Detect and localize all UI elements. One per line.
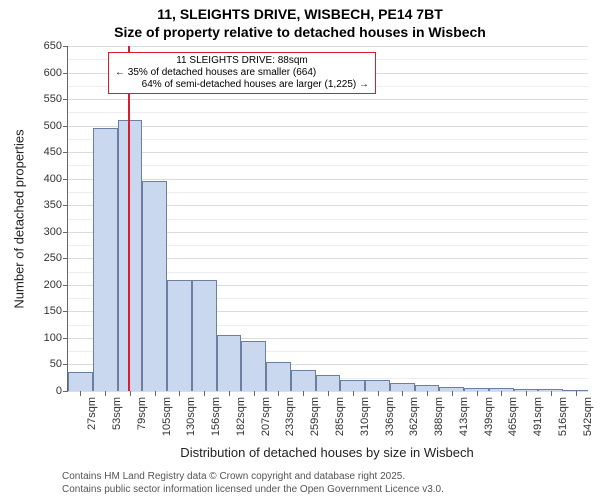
plot-area: 0501001502002503003504004505005506006502… (67, 46, 588, 392)
gridline-h-minor (68, 112, 588, 113)
xtick-label: 465sqm (505, 397, 519, 436)
ytick-label: 650 (44, 40, 68, 52)
histogram-bar (365, 380, 390, 391)
xtick-label: 362sqm (406, 397, 420, 436)
histogram-bar (241, 341, 266, 391)
xtick-mark (328, 391, 329, 396)
xtick-mark (402, 391, 403, 396)
histogram-bar (291, 370, 316, 391)
ytick-label: 250 (44, 252, 68, 264)
chart-title: 11, SLEIGHTS DRIVE, WISBECH, PE14 7BT Si… (0, 6, 600, 41)
histogram-bar (167, 280, 192, 391)
attribution-line1: Contains HM Land Registry data © Crown c… (62, 471, 444, 484)
y-axis-label: Number of detached properties (12, 129, 27, 308)
chart-title-line1: 11, SLEIGHTS DRIVE, WISBECH, PE14 7BT (0, 6, 600, 24)
xtick-label: 491sqm (530, 397, 544, 436)
xtick-label: 516sqm (555, 397, 569, 436)
annotation-title: 11 SLEIGHTS DRIVE: 88sqm (115, 55, 369, 67)
gridline-h (68, 126, 588, 127)
xtick-mark (551, 391, 552, 396)
xtick-label: 413sqm (456, 397, 470, 436)
annotation-line-larger: 64% of semi-detached houses are larger (… (115, 79, 369, 91)
gridline-h-minor (68, 139, 588, 140)
xtick-mark (105, 391, 106, 396)
ytick-label: 50 (50, 358, 68, 370)
xtick-label: 156sqm (208, 397, 222, 436)
ytick-label: 400 (44, 173, 68, 185)
xtick-label: 79sqm (134, 397, 148, 430)
ytick-label: 0 (56, 385, 68, 397)
xtick-label: 233sqm (282, 397, 296, 436)
ytick-label: 450 (44, 146, 68, 158)
subject-marker-line (128, 46, 130, 391)
xtick-mark (526, 391, 527, 396)
xtick-mark (278, 391, 279, 396)
ytick-label: 150 (44, 305, 68, 317)
xtick-mark (452, 391, 453, 396)
xtick-mark (155, 391, 156, 396)
ytick-label: 600 (44, 67, 68, 79)
xtick-mark (204, 391, 205, 396)
ytick-label: 300 (44, 226, 68, 238)
histogram-bar (68, 372, 93, 391)
xtick-mark (353, 391, 354, 396)
x-axis-label: Distribution of detached houses by size … (180, 445, 473, 460)
xtick-mark (229, 391, 230, 396)
histogram-bar (340, 380, 365, 391)
xtick-label: 439sqm (481, 397, 495, 436)
xtick-mark (303, 391, 304, 396)
gridline-h (68, 152, 588, 153)
xtick-mark (130, 391, 131, 396)
histogram-bar (93, 128, 118, 391)
ytick-label: 200 (44, 279, 68, 291)
xtick-mark (80, 391, 81, 396)
xtick-mark (179, 391, 180, 396)
ytick-label: 350 (44, 199, 68, 211)
xtick-label: 285sqm (332, 397, 346, 436)
xtick-mark (427, 391, 428, 396)
xtick-label: 53sqm (109, 397, 123, 430)
xtick-label: 388sqm (431, 397, 445, 436)
gridline-h (68, 46, 588, 47)
attribution-line2: Contains public sector information licen… (62, 484, 444, 497)
chart-title-line2: Size of property relative to detached ho… (0, 24, 600, 42)
gridline-h (68, 179, 588, 180)
xtick-label: 336sqm (382, 397, 396, 436)
histogram-bar (217, 335, 242, 391)
annotation-box: 11 SLEIGHTS DRIVE: 88sqm← 35% of detache… (108, 52, 376, 94)
xtick-label: 182sqm (233, 397, 247, 436)
xtick-label: 105sqm (159, 397, 173, 436)
xtick-mark (254, 391, 255, 396)
histogram-bar (316, 375, 341, 391)
xtick-mark (378, 391, 379, 396)
gridline-h-minor (68, 165, 588, 166)
histogram-bar (266, 362, 291, 391)
ytick-label: 550 (44, 93, 68, 105)
histogram-bar (192, 280, 217, 391)
xtick-label: 130sqm (183, 397, 197, 436)
xtick-label: 310sqm (357, 397, 371, 436)
gridline-h (68, 99, 588, 100)
xtick-mark (576, 391, 577, 396)
histogram-bar (390, 383, 415, 391)
histogram-bar (142, 181, 167, 391)
xtick-mark (477, 391, 478, 396)
attribution-text: Contains HM Land Registry data © Crown c… (62, 471, 444, 496)
annotation-line-smaller: ← 35% of detached houses are smaller (66… (115, 67, 369, 79)
xtick-label: 207sqm (258, 397, 272, 436)
xtick-label: 259sqm (307, 397, 321, 436)
ytick-label: 100 (44, 332, 68, 344)
ytick-label: 500 (44, 120, 68, 132)
xtick-label: 542sqm (580, 397, 594, 436)
xtick-mark (501, 391, 502, 396)
xtick-label: 27sqm (84, 397, 98, 430)
